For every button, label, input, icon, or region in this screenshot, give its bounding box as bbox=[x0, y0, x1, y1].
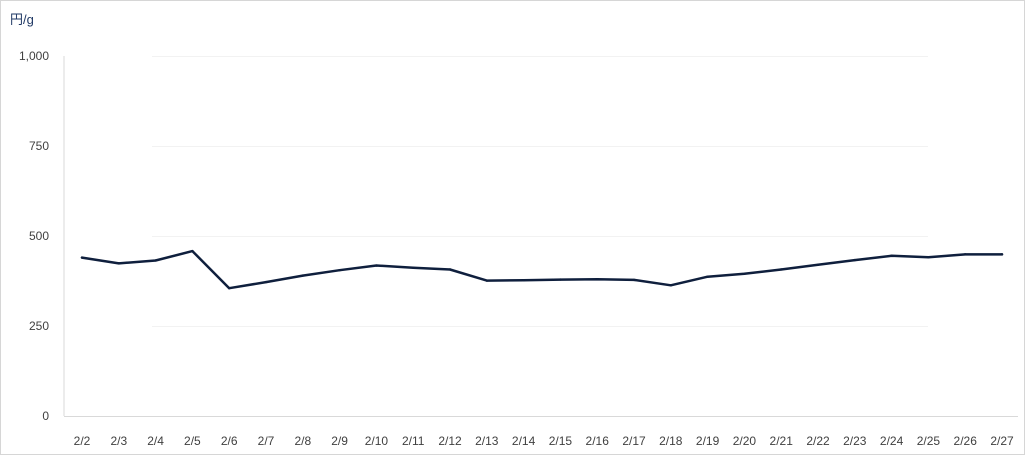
x-tick-label: 2/19 bbox=[696, 434, 720, 448]
data-point bbox=[80, 256, 84, 259]
data-point bbox=[264, 280, 268, 284]
data-point bbox=[191, 249, 194, 253]
data-point bbox=[743, 272, 746, 275]
y-tick-label: 0 bbox=[42, 409, 49, 423]
data-point bbox=[117, 262, 121, 265]
y-axis-unit-label: 円/g bbox=[10, 12, 34, 27]
data-point bbox=[669, 284, 672, 287]
series-line bbox=[80, 249, 1004, 290]
data-point bbox=[522, 279, 525, 282]
x-tick-label: 2/24 bbox=[880, 434, 904, 448]
data-point bbox=[927, 256, 930, 259]
x-tick-label: 2/18 bbox=[659, 434, 683, 448]
y-tick-label: 750 bbox=[29, 139, 49, 153]
x-tick-label: 2/21 bbox=[770, 434, 794, 448]
x-tick-label: 2/26 bbox=[954, 434, 978, 448]
x-tick-label: 2/23 bbox=[843, 434, 867, 448]
x-tick-label: 2/16 bbox=[586, 434, 610, 448]
x-tick-label: 2/5 bbox=[184, 434, 201, 448]
data-point bbox=[632, 278, 636, 282]
data-point bbox=[228, 287, 231, 290]
x-tick-label: 2/3 bbox=[110, 434, 127, 448]
x-tick-label: 2/17 bbox=[622, 434, 646, 448]
data-point bbox=[890, 254, 893, 257]
x-tick-label: 2/10 bbox=[365, 434, 389, 448]
data-point bbox=[375, 264, 378, 267]
x-tick-label: 2/15 bbox=[549, 434, 573, 448]
x-tick-label: 2/7 bbox=[258, 434, 275, 448]
x-tick-label: 2/6 bbox=[221, 434, 238, 448]
x-tick-label: 2/2 bbox=[74, 434, 91, 448]
x-tick-label: 2/20 bbox=[733, 434, 757, 448]
x-tick-label: 2/11 bbox=[402, 434, 425, 448]
data-point bbox=[596, 278, 599, 281]
data-point bbox=[780, 268, 783, 271]
x-tick-label: 2/13 bbox=[475, 434, 499, 448]
x-tick-label: 2/8 bbox=[294, 434, 311, 448]
data-point bbox=[559, 278, 562, 281]
y-tick-label: 500 bbox=[29, 229, 49, 243]
data-point bbox=[964, 253, 967, 256]
y-tick-label: 250 bbox=[29, 319, 49, 333]
x-tick-label: 2/9 bbox=[331, 434, 348, 448]
data-point bbox=[485, 279, 488, 282]
data-point bbox=[853, 258, 856, 262]
data-point bbox=[1000, 253, 1004, 256]
x-tick-label: 2/22 bbox=[806, 434, 830, 448]
y-tick-label: 1,000 bbox=[19, 49, 49, 63]
data-point bbox=[338, 269, 341, 272]
x-tick-label: 2/27 bbox=[990, 434, 1014, 448]
data-point bbox=[301, 274, 304, 277]
data-point bbox=[448, 268, 452, 271]
x-tick-label: 2/25 bbox=[917, 434, 941, 448]
data-point bbox=[412, 266, 415, 269]
x-tick-label: 2/12 bbox=[438, 434, 462, 448]
data-point bbox=[816, 263, 820, 266]
x-tick-label: 2/14 bbox=[512, 434, 536, 448]
data-point bbox=[706, 275, 709, 278]
data-point bbox=[154, 259, 157, 262]
x-tick-label: 2/4 bbox=[147, 434, 164, 448]
